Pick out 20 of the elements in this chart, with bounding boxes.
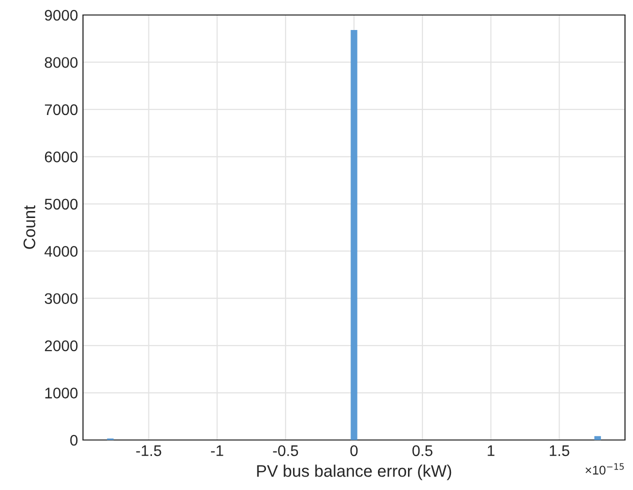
text: ×10$^{−15}$ [586,463,624,475]
y-tick-label: 7000 [44,104,78,116]
y-tick-label: 9000 [44,10,78,21]
y-tick-label: 2000 [44,340,78,352]
x-tick-label: -1.5 [136,445,162,456]
x-tick-label: -1 [211,445,224,456]
y-axis-title: Count [24,205,36,249]
x-tick-label: 1 [488,445,494,456]
y-tick-label: 4000 [44,246,78,257]
y-tick-label: 1000 [45,388,78,398]
y-tick-label: 8000 [44,57,78,68]
x-tick-label: 1.5 [550,445,570,456]
y-tick-label: 5000 [44,198,78,210]
y-tick-label: 6000 [44,152,78,162]
y-tick-label: 0 [70,434,78,446]
x-tick-label: 0 [350,445,358,456]
x-axis-title: PV bus balance error (kW) [257,464,452,480]
y-tick-label: 3000 [44,293,78,304]
x-tick-label: -0.5 [273,445,298,456]
x-tick-label: 0.5 [412,445,432,456]
